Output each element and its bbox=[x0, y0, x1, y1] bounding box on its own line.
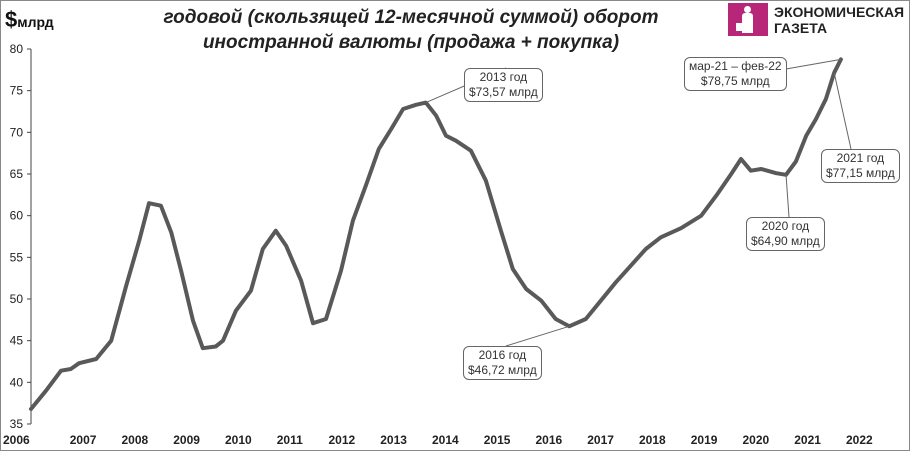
y-tick-label: 60 bbox=[10, 209, 24, 223]
annotation-leader-line bbox=[833, 72, 852, 150]
annotation-2020: 2020 год $64,90 млрд bbox=[746, 217, 825, 251]
x-tick-label: 2009 bbox=[173, 433, 200, 447]
x-tick-label: 2019 bbox=[691, 433, 718, 447]
title-line-1: годовой (скользящей 12-месячной суммой) … bbox=[163, 7, 659, 28]
title-line-2: иностранной валюты (продажа + покупка) bbox=[202, 32, 620, 53]
x-tick-label: 2008 bbox=[122, 433, 149, 447]
annotation-leader-line bbox=[785, 174, 790, 218]
y-tick-label: 45 bbox=[10, 334, 24, 348]
logo: ЭКОНОМИЧЕСКАЯ ГАЗЕТА bbox=[728, 3, 904, 36]
series-line bbox=[29, 57, 843, 411]
unit-text: млрд bbox=[17, 14, 54, 30]
annotation-leader-line bbox=[505, 325, 570, 347]
x-tick-label: 2006 bbox=[3, 433, 30, 447]
logo-figure-icon bbox=[728, 3, 768, 36]
annotation-2013: 2013 год $73,57 млрд bbox=[464, 68, 543, 102]
y-tick-label: 40 bbox=[10, 375, 24, 389]
x-tick-label: 2011 bbox=[277, 433, 303, 447]
dollar-sign: $ bbox=[5, 7, 18, 32]
y-tick-label: 35 bbox=[10, 417, 24, 431]
y-axis-unit: $млрд bbox=[5, 7, 54, 33]
x-tick-label: 2020 bbox=[743, 433, 770, 447]
x-tick-label: 2022 bbox=[846, 433, 873, 447]
logo-line-2: ГАЗЕТА bbox=[774, 19, 828, 36]
x-tick-label: 2010 bbox=[225, 433, 252, 447]
x-tick-label: 2015 bbox=[484, 433, 511, 447]
y-tick-label: 70 bbox=[10, 125, 24, 139]
x-tick-label: 2016 bbox=[536, 433, 563, 447]
x-tick-label: 2007 bbox=[70, 433, 97, 447]
y-tick-label: 80 bbox=[10, 42, 24, 56]
annotation-2016: 2016 год $46,72 млрд bbox=[463, 346, 542, 380]
y-tick-label: 50 bbox=[10, 292, 24, 306]
annotation-2021: 2021 год $77,15 млрд bbox=[821, 149, 900, 183]
x-tick-label: 2012 bbox=[329, 433, 356, 447]
x-tick-label: 2013 bbox=[380, 433, 407, 447]
chart-title: годовой (скользящей 12-месячной суммой) … bbox=[121, 5, 701, 55]
x-tick-label: 2018 bbox=[639, 433, 666, 447]
y-tick-label: 65 bbox=[10, 167, 24, 181]
y-tick-label: 75 bbox=[10, 84, 24, 98]
y-tick-label: 55 bbox=[10, 250, 24, 264]
annotation-last-12-months: мар-21 – фев-22 $78,75 млрд bbox=[684, 57, 787, 91]
annotation-leader-line bbox=[785, 58, 841, 70]
x-tick-label: 2021 bbox=[794, 433, 821, 447]
x-tick-label: 2017 bbox=[587, 433, 614, 447]
logo-line-1: ЭКОНОМИЧЕСКАЯ bbox=[774, 3, 905, 20]
x-tick-label: 2014 bbox=[432, 433, 459, 447]
